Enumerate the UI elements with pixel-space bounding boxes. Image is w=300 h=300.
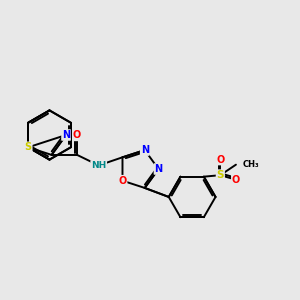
Text: O: O [216,154,224,165]
Text: O: O [73,130,81,140]
Text: NH: NH [91,161,106,170]
Text: O: O [232,175,240,185]
Text: N: N [141,145,149,155]
Text: S: S [25,142,32,152]
Text: N: N [62,130,70,140]
Text: S: S [217,170,224,180]
Text: N: N [154,164,163,174]
Text: O: O [118,176,127,186]
Text: CH₃: CH₃ [242,160,259,169]
